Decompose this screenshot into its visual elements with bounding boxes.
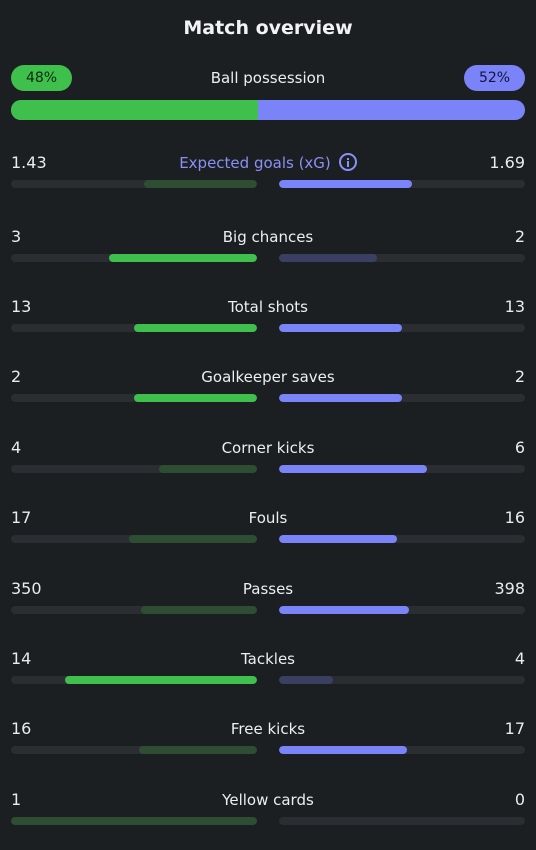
away-stat-bar [279,817,525,825]
stat-label: Passes [11,578,525,600]
stat-label[interactable]: Expected goals (xG) [11,152,525,174]
stat-label-text: Yellow cards [222,791,314,809]
away-stat-bar [279,746,525,754]
away-stat-fill [279,254,378,262]
away-stat-bar [279,606,525,614]
home-possession-fill [11,100,258,120]
stat-row-expected-goals-xg: 1.43 Expected goals (xG) 1.69 [11,152,525,202]
stat-row-corner-kicks: 4 Corner kicks 6 [11,437,525,487]
stat-row-fouls: 17 Fouls 16 [11,507,525,557]
stat-label: Tackles [11,648,525,670]
home-value: 1 [11,790,22,809]
stat-row-passes: 350 Passes 398 [11,578,525,628]
stat-label: Total shots [11,296,525,318]
stat-label-text: Passes [242,580,294,598]
home-stat-bar [11,324,257,332]
stat-label: Big chances [11,226,525,248]
home-value: 16 [11,719,32,738]
stat-label-text: Corner kicks [221,439,315,457]
away-stat-fill [279,394,402,402]
home-stat-bar [11,394,257,402]
home-stat-fill [141,606,257,614]
away-value: 2 [514,367,525,386]
home-value: 13 [11,297,32,316]
home-stat-fill [11,817,257,825]
away-value: 2 [514,227,525,246]
home-value: 350 [11,579,42,598]
possession-label: Ball possession [210,69,326,87]
info-icon[interactable] [338,153,357,171]
stat-row-total-shots: 13 Total shots 13 [11,296,525,346]
away-stat-bar [279,394,525,402]
home-stat-fill [134,324,257,332]
away-stat-bar [279,180,525,188]
home-stat-fill [158,465,257,473]
stat-label-text: Big chances [222,228,314,246]
possession-bar [11,100,525,120]
stat-row-goalkeeper-saves: 2 Goalkeeper saves 2 [11,366,525,416]
stat-label: Corner kicks [11,437,525,459]
away-stat-fill [279,535,398,543]
home-value: 14 [11,649,32,668]
away-value: 16 [504,508,525,527]
away-stat-fill [279,746,407,754]
home-stat-bar [11,465,257,473]
stat-label: Yellow cards [11,789,525,811]
away-stat-bar [279,535,525,543]
away-value: 13 [504,297,525,316]
stat-label-text: Free kicks [230,720,306,738]
away-value: 398 [494,579,525,598]
home-stat-fill [138,746,257,754]
home-stat-fill [109,254,257,262]
away-stat-fill [279,676,334,684]
page-title: Match overview [183,17,353,39]
stat-label: Free kicks [11,718,525,740]
home-value: 3 [11,227,22,246]
away-value: 0 [514,790,525,809]
home-value: 17 [11,508,32,527]
away-stat-bar [279,324,525,332]
stat-label-text: Total shots [228,298,308,316]
away-value: 6 [514,438,525,457]
away-stat-fill [279,180,412,188]
away-value: 17 [504,719,525,738]
home-value: 1.43 [11,153,47,172]
home-stat-fill [129,535,257,543]
home-possession-badge: 48% [11,65,72,91]
away-value: 1.69 [489,153,525,172]
home-value: 4 [11,438,22,457]
home-stat-bar [11,746,257,754]
home-stat-fill [134,394,257,402]
stat-label-text: Expected goals (xG) [179,154,331,172]
stat-label-text: Fouls [248,509,288,527]
home-stat-bar [11,180,257,188]
stat-label: Fouls [11,507,525,529]
away-stat-fill [279,465,427,473]
stat-row-yellow-cards: 1 Yellow cards 0 [11,789,525,839]
home-stat-fill [65,676,257,684]
home-stat-bar [11,535,257,543]
home-stat-fill [143,180,257,188]
home-stat-bar [11,254,257,262]
away-stat-bar [279,676,525,684]
home-value: 2 [11,367,22,386]
away-value: 4 [514,649,525,668]
home-stat-bar [11,676,257,684]
away-possession-badge: 52% [464,65,525,91]
away-stat-fill [279,324,402,332]
stat-row-free-kicks: 16 Free kicks 17 [11,718,525,768]
away-stat-bar [279,254,525,262]
home-stat-bar [11,606,257,614]
stat-row-tackles: 14 Tackles 4 [11,648,525,698]
stat-label-text: Tackles [240,650,296,668]
home-stat-bar [11,817,257,825]
stat-row-big-chances: 3 Big chances 2 [11,226,525,276]
ball-possession-row: Ball possession 48% 52% [11,65,525,91]
away-stat-bar [279,465,525,473]
away-stat-fill [279,606,410,614]
stat-label: Goalkeeper saves [11,366,525,388]
stat-label-text: Goalkeeper saves [201,368,335,386]
